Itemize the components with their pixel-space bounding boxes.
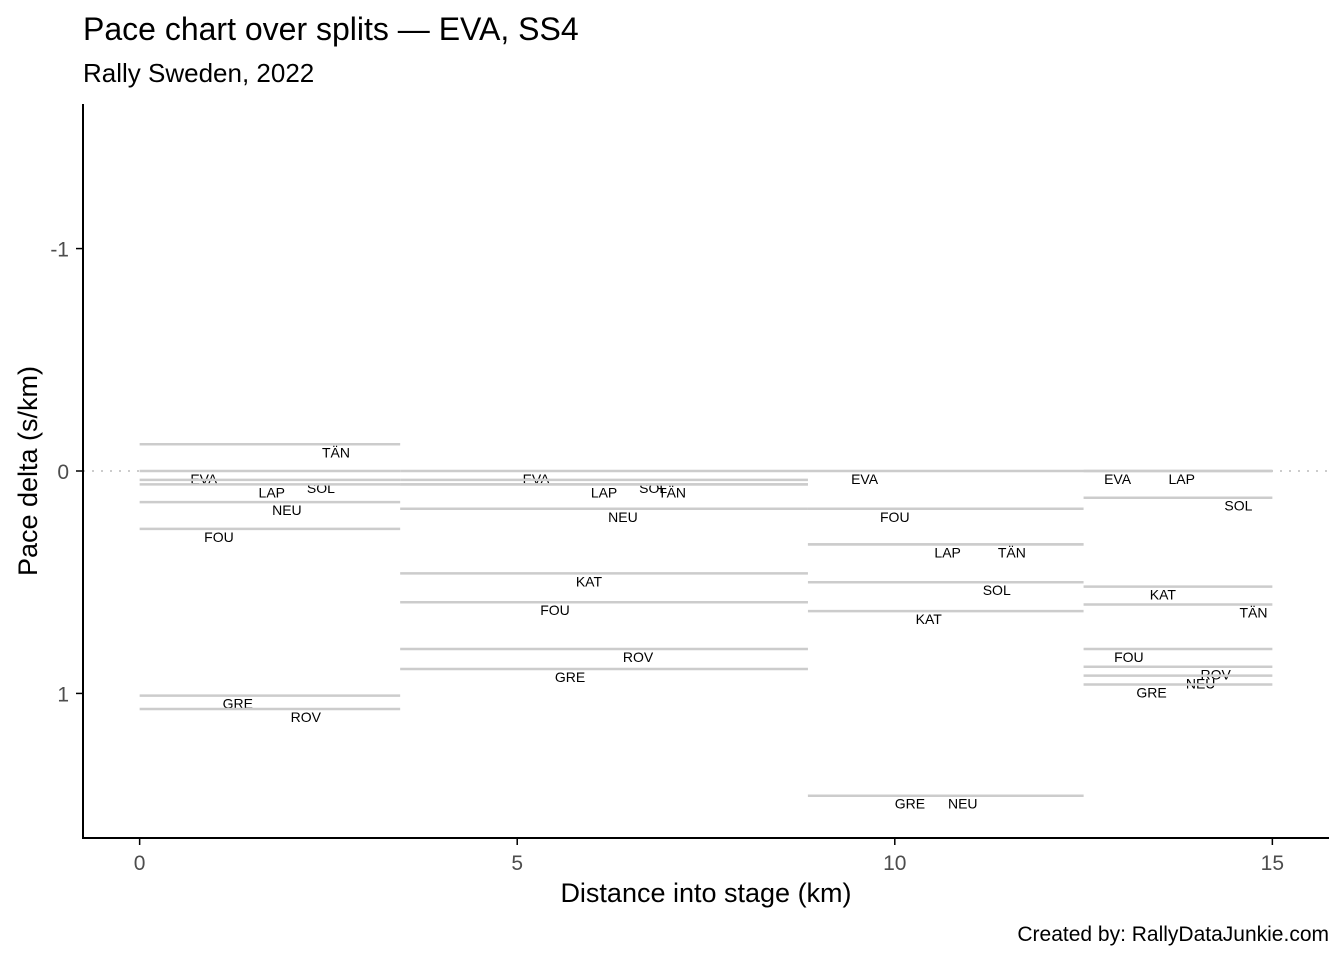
caption: Created by: RallyDataJunkie.com	[1017, 923, 1329, 946]
segment-label-tän: TÄN	[1239, 604, 1267, 620]
segment-label-tän: TÄN	[322, 444, 350, 460]
segment-label-gre: GRE	[223, 696, 253, 712]
chart-subtitle: Rally Sweden, 2022	[83, 58, 314, 88]
y-axis-title: Pace delta (s/km)	[13, 366, 43, 576]
segment-label-rov: ROV	[623, 649, 654, 665]
segment-label-sol: SOL	[307, 480, 335, 496]
segment-label-kat: KAT	[1150, 587, 1177, 603]
segment-label-fou: FOU	[1114, 649, 1144, 665]
segment-label-fou: FOU	[204, 529, 234, 545]
x-tick-label: 10	[883, 852, 906, 875]
segment-label-tän: TÄN	[658, 484, 686, 500]
segment-label-sol: SOL	[983, 582, 1011, 598]
segment-label-fou: FOU	[540, 602, 570, 618]
segment-label-eva: EVA	[1104, 471, 1132, 487]
y-tick-label: 1	[57, 683, 69, 706]
segment-label-gre: GRE	[895, 796, 925, 812]
x-tick-label: 5	[511, 852, 523, 875]
segment-label-sol: SOL	[1224, 498, 1252, 514]
y-tick-label: 0	[57, 461, 69, 484]
segment-label-tän: TÄN	[998, 544, 1026, 560]
x-axis-title: Distance into stage (km)	[560, 878, 851, 908]
segment-label-gre: GRE	[1136, 685, 1166, 701]
segment-label-neu: NEU	[608, 509, 638, 525]
segment-label-neu: NEU	[272, 502, 302, 518]
segment-label-lap: LAP	[1169, 471, 1195, 487]
x-tick-label: 0	[134, 852, 146, 875]
segment-label-kat: KAT	[916, 611, 943, 627]
chart-title: Pace chart over splits — EVA, SS4	[83, 11, 579, 47]
segment-label-lap: LAP	[934, 544, 960, 560]
plot-area: TÄN EVA SOL LAP NEU FOU GRE ROV EVA SOL LAP TÄN NEU K…	[83, 443, 1329, 812]
segment-label-fou: FOU	[880, 509, 910, 525]
segment-label-eva: EVA	[851, 471, 879, 487]
segment-label-neu: NEU	[948, 796, 978, 812]
segment-label-rov: ROV	[291, 709, 322, 725]
segment-label-lap: LAP	[591, 484, 617, 500]
axes: 0 5 10 15 -1 0 1	[50, 239, 1284, 875]
segment-label-kat: KAT	[576, 573, 603, 589]
x-tick-label: 15	[1261, 852, 1284, 875]
y-tick-label: -1	[50, 239, 69, 262]
segment-label-lap: LAP	[259, 484, 285, 500]
segment-label-gre: GRE	[555, 669, 585, 685]
